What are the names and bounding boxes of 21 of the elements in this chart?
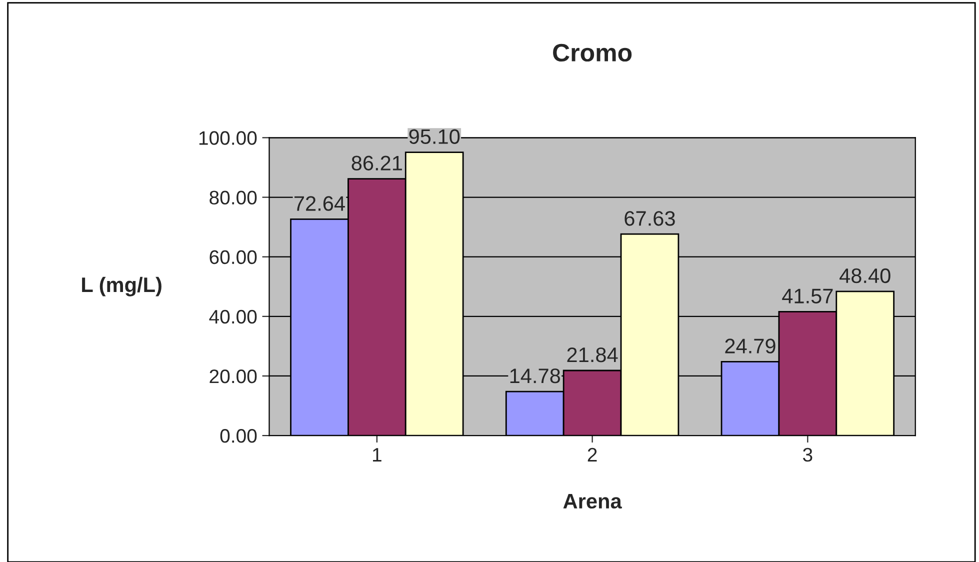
x-tick-label: 1 xyxy=(372,448,382,462)
data-label: 86.21 xyxy=(352,156,402,170)
data-label: 24.79 xyxy=(725,338,776,354)
x-tick-label: 3 xyxy=(803,448,812,462)
data-label: 95.10 xyxy=(409,129,460,144)
y-tick-label: 0.00 xyxy=(220,429,257,443)
chart-title: Cromo xyxy=(553,44,632,62)
data-label: 14.78 xyxy=(510,368,560,384)
y-tick-label: 100.00 xyxy=(199,131,257,145)
data-label: 41.57 xyxy=(782,288,833,304)
y-tick-label: 80.00 xyxy=(210,190,257,204)
x-tick-label: 2 xyxy=(588,448,597,462)
data-label: 72.64 xyxy=(294,196,345,211)
y-axis-title: L (mg/L) xyxy=(82,276,162,296)
data-label: 21.84 xyxy=(567,347,618,362)
y-tick-label: 60.00 xyxy=(210,250,257,264)
data-label: 67.63 xyxy=(624,211,675,226)
y-tick-label: 20.00 xyxy=(210,369,257,384)
x-axis-title: Arena xyxy=(563,494,622,509)
data-label: 48.40 xyxy=(840,268,890,284)
y-tick-label: 40.00 xyxy=(209,310,257,324)
